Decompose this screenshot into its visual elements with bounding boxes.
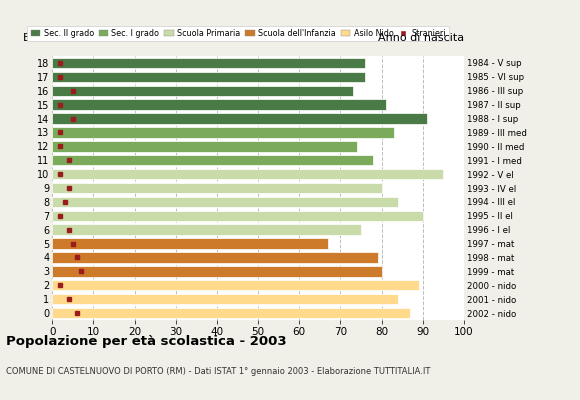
Bar [52, 127, 394, 138]
Bar [52, 100, 386, 110]
Bar [52, 86, 353, 96]
Bar [52, 266, 382, 276]
Bar [52, 252, 378, 263]
Text: Anno di nascita: Anno di nascita [378, 33, 464, 43]
Text: COMUNE DI CASTELNUOVO DI PORTO (RM) - Dati ISTAT 1° gennaio 2003 - Elaborazione : COMUNE DI CASTELNUOVO DI PORTO (RM) - Da… [6, 367, 430, 376]
Bar [52, 155, 374, 166]
Bar [52, 169, 444, 179]
Bar [52, 238, 328, 249]
Bar [52, 224, 361, 235]
Bar [52, 210, 423, 221]
Bar [52, 141, 357, 152]
Bar [52, 280, 419, 290]
Bar [52, 58, 365, 68]
Bar [52, 183, 382, 193]
Bar [52, 197, 398, 207]
Bar [52, 113, 427, 124]
Legend: Sec. II grado, Sec. I grado, Scuola Primaria, Scuola dell'Infanzia, Asilo Nido, : Sec. II grado, Sec. I grado, Scuola Prim… [27, 26, 449, 41]
Bar [52, 294, 398, 304]
Text: Età: Età [23, 33, 42, 43]
Bar [52, 72, 365, 82]
Text: Popolazione per età scolastica - 2003: Popolazione per età scolastica - 2003 [6, 335, 287, 348]
Bar [52, 308, 411, 318]
